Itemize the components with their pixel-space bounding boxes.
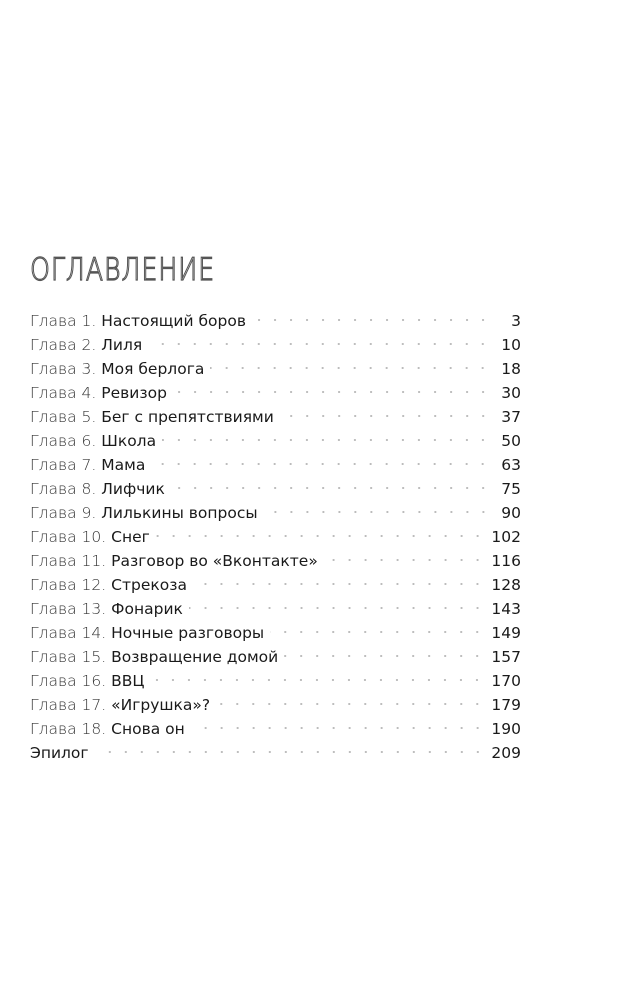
chapter-title: Возвращение домой: [111, 648, 279, 666]
chapter-label: Глава 6.: [30, 432, 102, 450]
page-number: 170: [491, 672, 521, 690]
toc-entry: Глава 9. Лилькины вопросы 90: [30, 503, 521, 527]
chapter-label: Глава 5.: [30, 408, 102, 426]
page-number: 10: [501, 336, 521, 354]
page-number: 102: [491, 528, 521, 546]
toc-entry: Глава 15. Возвращение домой 157: [30, 647, 521, 671]
page-number: 143: [491, 600, 521, 618]
dot-leader: [172, 390, 491, 394]
toc-entry: Глава 2. Лиля 10: [30, 335, 521, 359]
toc-entry: Глава 6. Школа 50: [30, 431, 521, 455]
dot-leader: [148, 342, 491, 346]
page-number: 128: [491, 576, 521, 594]
dot-leader: [192, 582, 486, 586]
chapter-label: Глава 16.: [30, 672, 112, 690]
chapter-title: Мама: [101, 456, 146, 474]
chapter-label: Глава 15.: [30, 648, 112, 666]
page-number: 75: [501, 480, 521, 498]
chapter-title: Снег: [111, 528, 150, 546]
chapter-title: Разговор во «Вконтакте»: [111, 552, 318, 570]
page-number: 63: [501, 456, 521, 474]
dot-leader: [284, 654, 486, 658]
toc-entry: Глава 7. Мама 63: [30, 455, 521, 479]
chapter-title: Лиля: [101, 336, 143, 354]
chapter-title: Настоящий боров: [101, 312, 246, 330]
chapter-label: Глава 10.: [30, 528, 112, 546]
chapter-title: Школа: [101, 432, 157, 450]
page-number: 190: [491, 720, 521, 738]
toc-entry: Глава 12. Стрекоза 128: [30, 575, 521, 599]
page-number: 18: [501, 360, 521, 378]
chapter-label: Глава 11.: [30, 552, 112, 570]
dot-leader: [279, 414, 491, 418]
toc-entry: Глава 11. Разговор во «Вконтакте» 116: [30, 551, 521, 575]
page-number: 37: [501, 408, 521, 426]
chapter-label: Глава 7.: [30, 456, 102, 474]
dot-leader: [210, 366, 491, 370]
page-number: 209: [491, 744, 521, 762]
toc-entry: Глава 1. Настоящий боров 3: [30, 311, 521, 335]
chapter-title: «Игрушка»?: [111, 696, 211, 714]
page-number: 50: [501, 432, 521, 450]
dot-leader: [162, 438, 491, 442]
page-number: 179: [491, 696, 521, 714]
toc-entry: Глава 13. Фонарик 143: [30, 599, 521, 623]
chapter-label: Глава 9.: [30, 504, 102, 522]
page-title: ОГЛАВЛЕНИЕ: [30, 251, 216, 288]
chapter-label: Глава 2.: [30, 336, 102, 354]
toc-entry: Глава 8. Лифчик 75: [30, 479, 521, 503]
toc-entry: Глава 3. Моя берлога 18: [30, 359, 521, 383]
toc-entry: Глава 18. Снова он 190: [30, 719, 521, 743]
chapter-title: Лифчик: [101, 480, 165, 498]
page-number: 3: [511, 312, 521, 330]
dot-leader: [270, 630, 486, 634]
chapter-title: Фонарик: [111, 600, 183, 618]
table-of-contents: Глава 1. Настоящий боров 3 Глава 2. Лиля 10…: [30, 311, 521, 767]
dot-leader: [150, 678, 486, 682]
chapter-label: Глава 12.: [30, 576, 112, 594]
page-number: 157: [491, 648, 521, 666]
dot-leader: [190, 726, 486, 730]
toc-entry: Глава 14. Ночные разговоры 149: [30, 623, 521, 647]
chapter-title: Лилькины вопросы: [101, 504, 258, 522]
chapter-title: Моя берлога: [101, 360, 205, 378]
dot-leader: [94, 750, 486, 754]
toc-entry: Глава 17. «Игрушка»? 179: [30, 695, 521, 719]
dot-leader: [216, 702, 486, 706]
chapter-label: Глава 3.: [30, 360, 102, 378]
chapter-label: Глава 14.: [30, 624, 112, 642]
page-number: 149: [491, 624, 521, 642]
dot-leader: [323, 558, 486, 562]
chapter-title: Стрекоза: [111, 576, 187, 594]
toc-entry: Глава 16. ВВЦ 170: [30, 671, 521, 695]
toc-entry: Глава 4. Ревизор 30: [30, 383, 521, 407]
page-number: 90: [501, 504, 521, 522]
toc-entry: Глава 5. Бег с препятствиями 37: [30, 407, 521, 431]
chapter-label: Глава 4.: [30, 384, 102, 402]
chapter-title: Эпилог: [30, 744, 89, 762]
chapter-title: Ревизор: [101, 384, 167, 402]
toc-entry: Эпилог 209: [30, 743, 521, 767]
chapter-title: Бег с препятствиями: [101, 408, 274, 426]
dot-leader: [170, 486, 491, 490]
chapter-label: Глава 13.: [30, 600, 112, 618]
dot-leader: [151, 462, 491, 466]
chapter-label: Глава 18.: [30, 720, 112, 738]
chapter-label: Глава 1.: [30, 312, 102, 330]
page-number: 116: [491, 552, 521, 570]
dot-leader: [155, 534, 486, 538]
dot-leader: [263, 510, 491, 514]
toc-entry: Глава 10. Снег 102: [30, 527, 521, 551]
chapter-title: Ночные разговоры: [111, 624, 265, 642]
dot-leader: [251, 318, 491, 322]
chapter-label: Глава 8.: [30, 480, 102, 498]
chapter-label: Глава 17.: [30, 696, 112, 714]
chapter-title: Снова он: [111, 720, 185, 738]
dot-leader: [188, 606, 486, 610]
chapter-title: ВВЦ: [111, 672, 145, 690]
page-number: 30: [501, 384, 521, 402]
